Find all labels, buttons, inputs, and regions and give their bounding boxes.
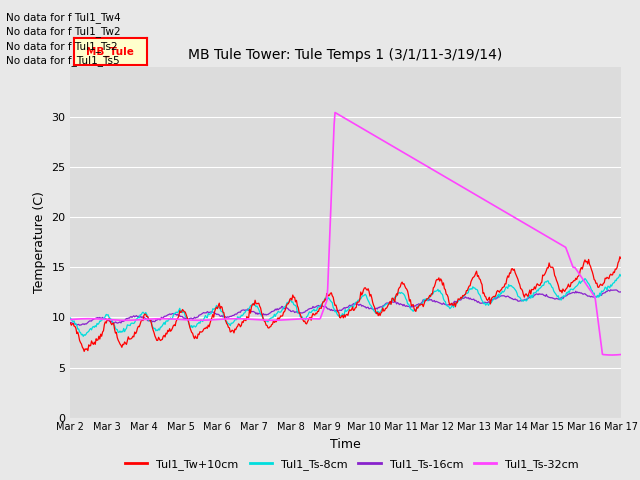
Text: No data for f Tul1_Tw2: No data for f Tul1_Tw2: [6, 26, 121, 37]
X-axis label: Time: Time: [330, 438, 361, 451]
Text: MB_Tule: MB_Tule: [86, 47, 134, 57]
Y-axis label: Temperature (C): Temperature (C): [33, 192, 46, 293]
Title: MB Tule Tower: Tule Temps 1 (3/1/11-3/19/14): MB Tule Tower: Tule Temps 1 (3/1/11-3/19…: [188, 48, 503, 62]
Text: No data for f_Tul1_Ts5: No data for f_Tul1_Ts5: [6, 55, 120, 66]
Text: No data for f Tul1_Ts2: No data for f Tul1_Ts2: [6, 41, 118, 52]
Legend: Tul1_Tw+10cm, Tul1_Ts-8cm, Tul1_Ts-16cm, Tul1_Ts-32cm: Tul1_Tw+10cm, Tul1_Ts-8cm, Tul1_Ts-16cm,…: [121, 455, 583, 474]
Text: No data for f Tul1_Tw4: No data for f Tul1_Tw4: [6, 12, 121, 23]
